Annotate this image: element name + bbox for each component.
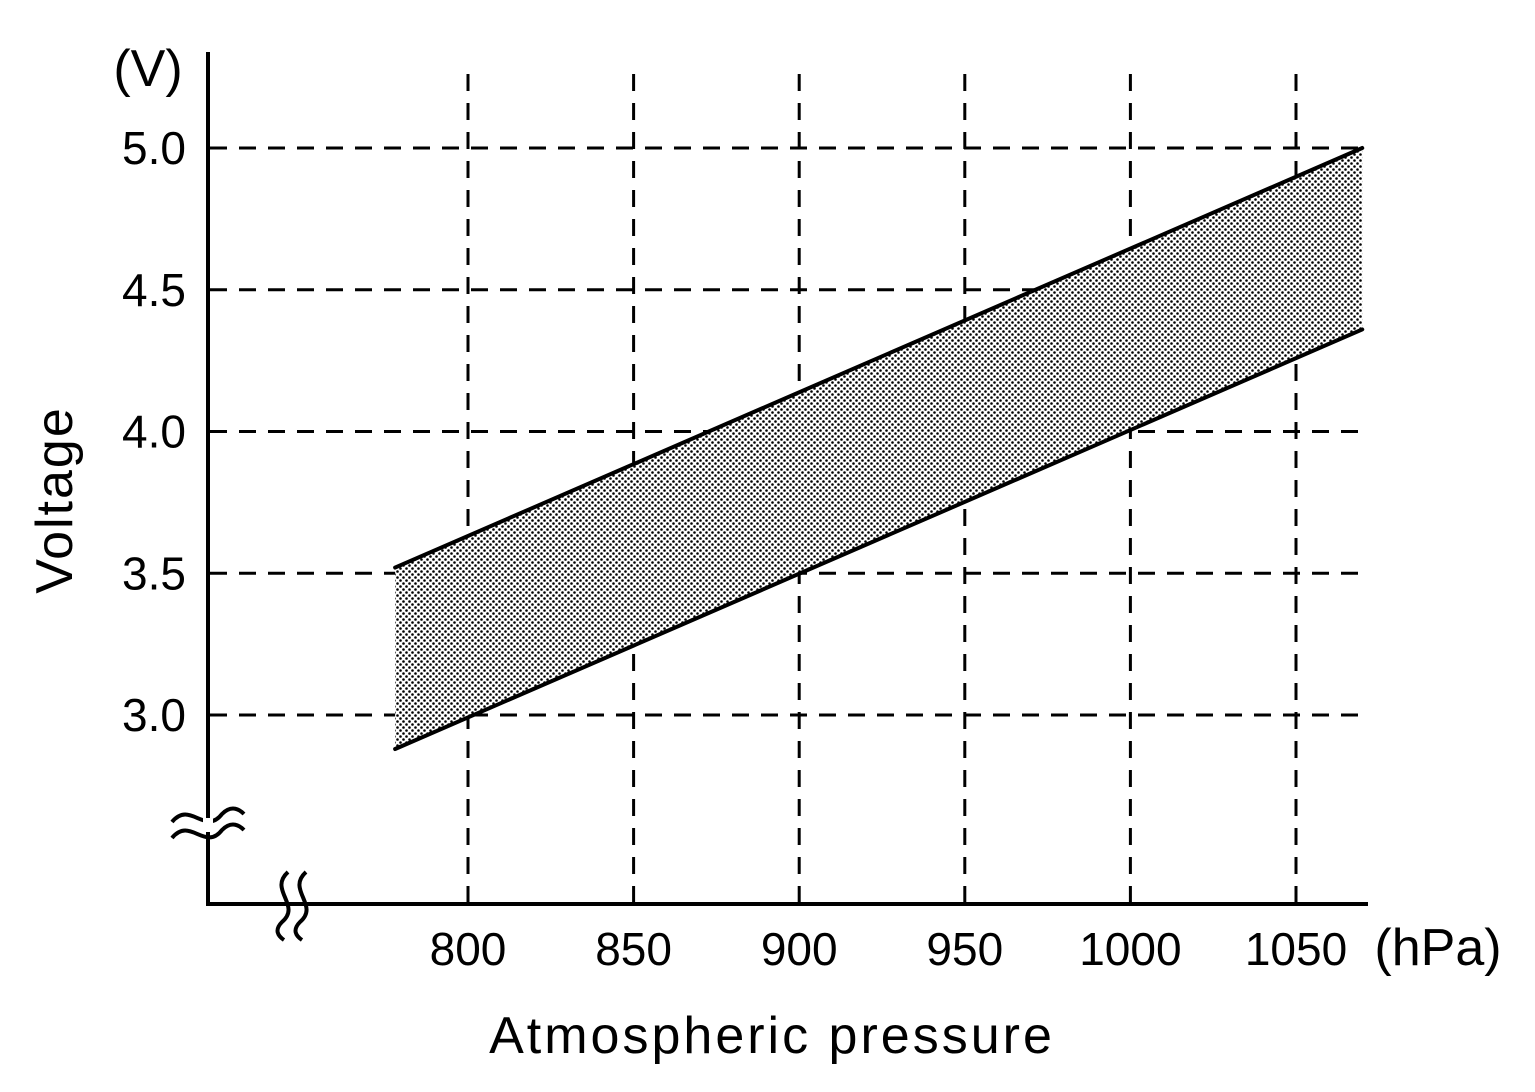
x-tick-label-850: 850 [595,923,672,975]
y-axis-title: Voltage [26,406,84,594]
tick-labels: 800 850 900 950 1000 1050 3.0 3.5 4.0 4.5 5.0 [122,122,1347,975]
y-unit-label: (V) [113,40,182,98]
x-tick-label-900: 900 [761,923,838,975]
voltage-band [393,146,1365,752]
y-axis-break-icon [170,806,246,840]
y-tick-label-4.5: 4.5 [122,264,186,316]
x-tick-label-1000: 1000 [1079,923,1181,975]
x-axis-title: Atmospheric pressure [489,1007,1055,1065]
y-tick-label-3.0: 3.0 [122,689,186,741]
x-tick-label-950: 950 [926,923,1003,975]
voltage-band-fill [395,148,1363,750]
y-axis-break-gap [203,818,213,832]
y-tick-label-3.5: 3.5 [122,547,186,599]
x-tick-label-800: 800 [430,923,507,975]
axes [170,52,1368,942]
x-tick-label-1050: 1050 [1245,923,1347,975]
x-axis-break-icon [275,870,309,942]
axis-labels: (V) (hPa) Atmospheric pressure Voltage [26,40,1502,1065]
y-tick-label-5.0: 5.0 [122,122,186,174]
lower-bound-line [393,327,1365,752]
y-tick-label-4.0: 4.0 [122,406,186,458]
x-unit-label: (hPa) [1374,919,1501,977]
upper-bound-line [393,146,1365,570]
